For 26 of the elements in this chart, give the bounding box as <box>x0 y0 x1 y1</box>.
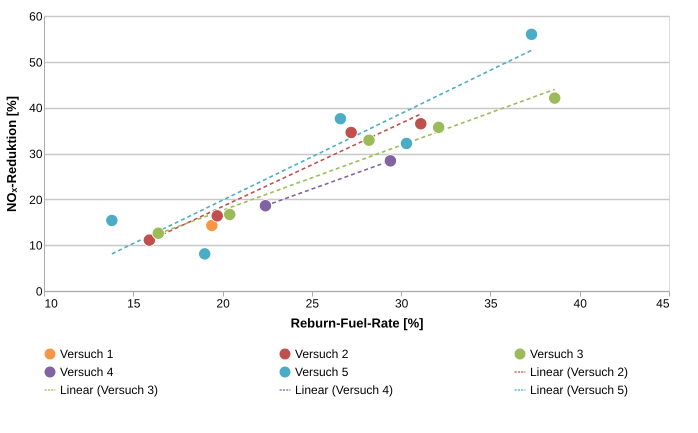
x-tick-label: 30 <box>394 296 409 310</box>
x-tick-label: 25 <box>306 296 320 310</box>
y-tick-label: 60 <box>29 10 43 24</box>
legend-label: Linear (Versuch 2) <box>530 365 628 379</box>
y-tick-label: 0 <box>36 284 43 298</box>
x-tick-label: 15 <box>127 296 141 310</box>
y-tick-label: 10 <box>29 238 43 253</box>
legend-label: Linear (Versuch 4) <box>295 383 394 397</box>
y-tick-label: 20 <box>29 192 43 207</box>
y-axis-title: NOₓ-Reduktion [%] <box>4 96 20 212</box>
legend-label: Versuch 5 <box>295 365 349 379</box>
x-tick-label: 40 <box>574 296 588 310</box>
legend-label: Versuch 2 <box>295 347 349 361</box>
x-tick-label: 10 <box>44 296 58 310</box>
legend-label: Versuch 3 <box>530 347 584 361</box>
x-axis-title: Reburn-Fuel-Rate [%] <box>290 316 424 330</box>
legend-label: Linear (Versuch 5) <box>530 383 628 397</box>
legend-label: Versuch 1 <box>60 347 114 361</box>
x-tick-label: 35 <box>484 296 498 310</box>
x-tick-label: 45 <box>656 296 670 310</box>
legend-label: Linear (Versuch 3) <box>60 383 158 397</box>
legend-label: Versuch 4 <box>60 365 114 379</box>
x-tick-label: 20 <box>216 296 230 310</box>
y-tick-label: 30 <box>29 147 43 161</box>
y-tick-label: 50 <box>29 55 43 70</box>
y-tick-label: 40 <box>29 101 43 116</box>
